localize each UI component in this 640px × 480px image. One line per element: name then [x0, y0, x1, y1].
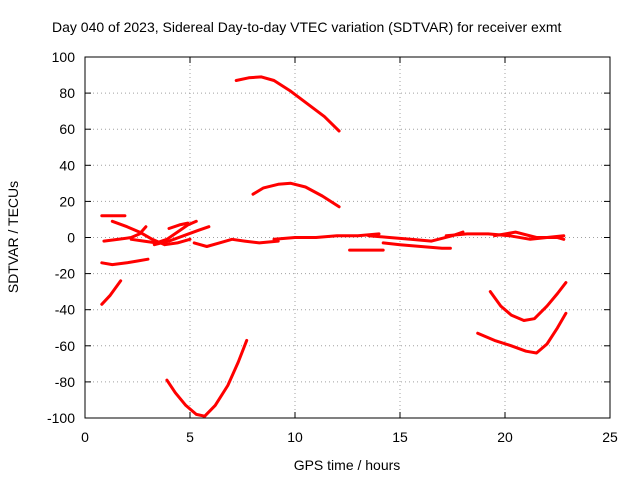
series-line-arc-top-high: [234, 75, 341, 133]
axis-ticks: 0 5 10 15 20 25 -100 -80 -60 -40 -20 0 20 40 60 80 100: [47, 49, 618, 445]
x-tick-label: 5: [186, 429, 194, 445]
y-tick-label: -40: [55, 302, 75, 318]
series-group: [100, 75, 568, 418]
x-axis-label: GPS time / hours: [294, 457, 401, 473]
y-tick-label: 60: [59, 121, 75, 137]
x-tick-label: 25: [602, 429, 618, 445]
series-line-arc-mid-dip: [192, 237, 280, 248]
y-tick-label: -60: [55, 338, 75, 354]
x-tick-label: 10: [287, 429, 303, 445]
y-tick-label: 20: [59, 193, 75, 209]
y-tick-label: -80: [55, 374, 75, 390]
chart-title: Day 040 of 2023, Sidereal Day-to-day VTE…: [52, 19, 561, 35]
y-tick-label: 100: [52, 49, 76, 65]
series-line-arc-bottom-deep: [165, 338, 249, 418]
series-line-arc-upper: [251, 181, 341, 209]
series-line-arc-left-neg15: [100, 257, 150, 267]
y-axis-label: SDTVAR / TECUs: [5, 181, 21, 293]
series-line-arc-center-c: [381, 241, 452, 250]
series-line-arc-right-b: [493, 230, 566, 241]
y-tick-label: 0: [67, 230, 75, 246]
y-tick-label: -100: [47, 410, 75, 426]
x-tick-label: 20: [497, 429, 513, 445]
y-tick-label: 40: [59, 157, 75, 173]
series-line-arc-left-wave-c: [129, 219, 198, 245]
series-line-arc-left-wave-a: [110, 219, 192, 247]
y-tick-label: -20: [55, 266, 75, 282]
series-line-arc-center-flat: [272, 232, 381, 241]
series-line-arc-left-wave-d: [167, 221, 190, 230]
series-line-arc-right-upper: [488, 281, 568, 322]
y-tick-label: 80: [59, 85, 75, 101]
series-line-arc-right-lower: [476, 311, 568, 355]
series-line-arc-left-wave-e: [152, 225, 211, 247]
x-tick-label: 0: [81, 429, 89, 445]
series-line-arc-left-wave-b: [102, 225, 148, 243]
series-line-arc-low-left: [100, 279, 123, 306]
x-tick-label: 15: [392, 429, 408, 445]
